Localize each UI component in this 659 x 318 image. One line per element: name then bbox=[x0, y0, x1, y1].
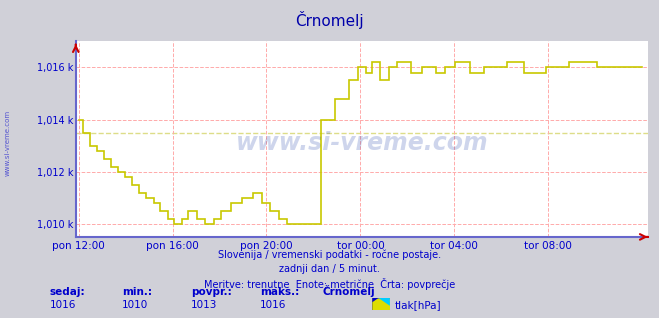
Text: sedaj:: sedaj: bbox=[49, 287, 85, 297]
Text: tlak[hPa]: tlak[hPa] bbox=[395, 301, 442, 310]
Text: www.si-vreme.com: www.si-vreme.com bbox=[235, 131, 488, 155]
Text: min.:: min.: bbox=[122, 287, 152, 297]
Text: zadnji dan / 5 minut.: zadnji dan / 5 minut. bbox=[279, 264, 380, 274]
Polygon shape bbox=[378, 298, 390, 306]
Text: 1013: 1013 bbox=[191, 301, 217, 310]
Text: 1016: 1016 bbox=[260, 301, 287, 310]
Text: Slovenija / vremenski podatki - ročne postaje.: Slovenija / vremenski podatki - ročne po… bbox=[218, 250, 441, 260]
Polygon shape bbox=[372, 298, 378, 302]
Text: 1010: 1010 bbox=[122, 301, 148, 310]
Text: 1016: 1016 bbox=[49, 301, 76, 310]
Text: povpr.:: povpr.: bbox=[191, 287, 232, 297]
Text: Meritve: trenutne  Enote: metrične  Črta: povprečje: Meritve: trenutne Enote: metrične Črta: … bbox=[204, 278, 455, 290]
Text: www.si-vreme.com: www.si-vreme.com bbox=[5, 110, 11, 176]
Text: Črnomelj: Črnomelj bbox=[323, 285, 376, 297]
Text: maks.:: maks.: bbox=[260, 287, 300, 297]
Text: Črnomelj: Črnomelj bbox=[295, 11, 364, 29]
